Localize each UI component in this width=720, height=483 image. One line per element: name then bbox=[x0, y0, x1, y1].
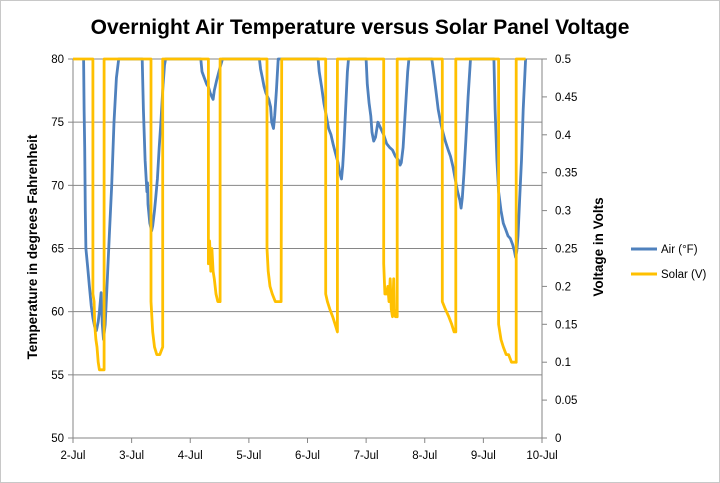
y2-axis-title: Voltage in Volts bbox=[591, 197, 606, 296]
y2-tick-label: 0.25 bbox=[555, 244, 577, 256]
y2-tick-label: 0.2 bbox=[555, 281, 571, 293]
legend: Air (°F) Solar (V) bbox=[631, 244, 707, 281]
y-tick-label: 80 bbox=[51, 54, 64, 66]
y-tick-label: 75 bbox=[51, 117, 64, 129]
y-tick-label: 70 bbox=[51, 180, 64, 192]
y2-tick-label: 0.1 bbox=[555, 357, 571, 369]
y2-tick-label: 0.4 bbox=[555, 130, 572, 142]
series-line-solar bbox=[73, 57, 526, 372]
x-tick-label: 8-Jul bbox=[412, 450, 437, 462]
legend-label: Air (°F) bbox=[661, 244, 698, 256]
chart-title: Overnight Air Temperature versus Solar P… bbox=[91, 16, 630, 39]
x-tick-label: 5-Jul bbox=[236, 450, 261, 462]
y-tick-label: 55 bbox=[51, 370, 64, 382]
x-tick-label: 7-Jul bbox=[354, 450, 379, 462]
y2-tick-label: 0.15 bbox=[555, 319, 577, 331]
x-tick-label: 2-Jul bbox=[61, 450, 86, 462]
y2-tick-label: 0 bbox=[555, 433, 561, 445]
y-tick-label: 50 bbox=[51, 433, 64, 445]
x-tick-label: 4-Jul bbox=[178, 450, 203, 462]
x-tick-label: 3-Jul bbox=[119, 450, 144, 462]
y2-tick-label: 0.5 bbox=[555, 54, 571, 66]
x-tick-label: 10-Jul bbox=[526, 450, 557, 462]
y-tick-label: 60 bbox=[51, 307, 64, 319]
x-tick-label: 6-Jul bbox=[295, 450, 320, 462]
y2-tick-label: 0.05 bbox=[555, 395, 577, 407]
x-tick-label: 9-Jul bbox=[471, 450, 496, 462]
series-lines bbox=[73, 57, 527, 372]
axes: 50 55 60 65 70 75 80 0 0.05 0.1 0.15 0.2 0.25 0.3 0.35… bbox=[51, 54, 577, 462]
y-axis-title: Temperature in degrees Fahrenheit bbox=[25, 134, 40, 359]
y2-tick-label: 0.45 bbox=[555, 92, 577, 104]
legend-label: Solar (V) bbox=[661, 269, 707, 281]
y2-tick-label: 0.35 bbox=[555, 168, 577, 180]
series-line-air bbox=[82, 57, 527, 341]
y-tick-label: 65 bbox=[51, 244, 64, 256]
y2-tick-label: 0.3 bbox=[555, 206, 571, 218]
